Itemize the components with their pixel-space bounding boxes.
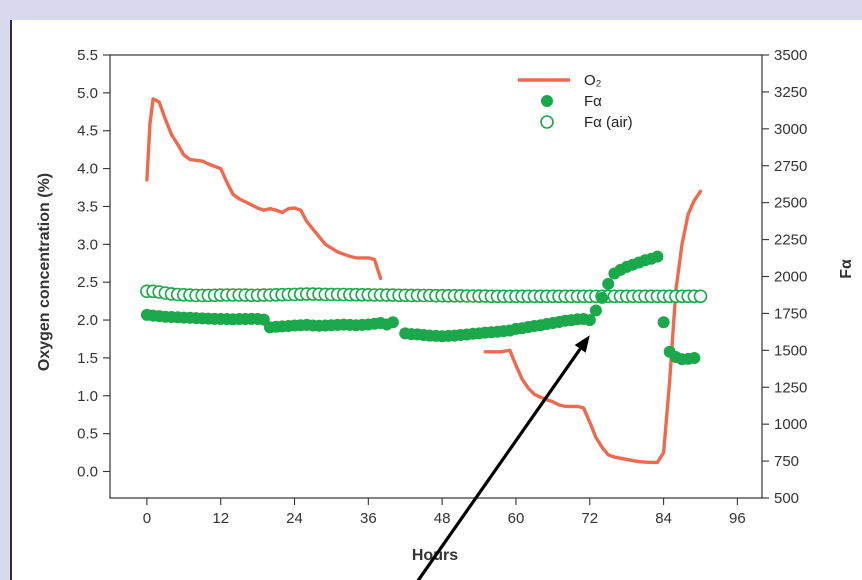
fa-point <box>657 316 670 329</box>
y2-tick-label: 1750 <box>774 305 807 322</box>
y-tick-label: 3.5 <box>77 198 98 215</box>
y-tick-label: 2.5 <box>77 274 98 291</box>
y-tick-label: 4.5 <box>77 123 98 140</box>
fa-series <box>140 250 701 366</box>
fa-point <box>589 304 602 317</box>
y2-tick-label: 1500 <box>774 342 807 359</box>
fa-point <box>596 291 609 304</box>
fa-point <box>386 316 399 329</box>
legend-label: Fα <box>584 93 602 110</box>
y-tick-label: 5.0 <box>77 85 98 102</box>
legend-label: O₂ <box>584 72 602 89</box>
y-axis-label: Oxygen concentration (%) <box>36 173 53 371</box>
y-tick-label: 3.0 <box>77 236 98 253</box>
fa-air-point <box>693 289 708 304</box>
o2-line-segment <box>483 189 703 465</box>
x-tick-label: 24 <box>286 510 303 527</box>
x-tick-label: 48 <box>434 510 451 527</box>
x-tick-label: 36 <box>360 510 377 527</box>
x-tick-label: 84 <box>655 510 672 527</box>
legend-fa-marker <box>541 95 553 107</box>
fa-point <box>602 277 615 290</box>
y-tick-label: 1.0 <box>77 388 98 405</box>
y2-tick-label: 2750 <box>774 158 807 175</box>
fa-point <box>583 314 596 327</box>
annotation-arrow-head <box>574 335 590 353</box>
fa-air-series <box>140 284 708 304</box>
y-tick-label: 0.5 <box>77 426 98 443</box>
y-tick-label: 2.0 <box>77 312 98 329</box>
legend-fa-air-marker <box>540 115 554 129</box>
fa-point <box>651 250 664 263</box>
y2-axis-label: Fα <box>838 259 855 279</box>
fa-point <box>688 352 701 364</box>
y-tick-label: 4.0 <box>77 161 98 178</box>
annotations <box>416 335 590 580</box>
legend-label: Fα (air) <box>584 114 633 131</box>
y2-tick-label: 3000 <box>774 121 807 138</box>
y2-tick-label: 1250 <box>774 379 807 396</box>
y2-tick-label: 3500 <box>774 47 807 64</box>
x-tick-label: 72 <box>581 510 598 527</box>
o2-series <box>145 97 703 465</box>
y2-tick-label: 1000 <box>774 416 807 433</box>
x-tick-label: 60 <box>508 510 525 527</box>
y2-tick-label: 2250 <box>774 232 807 249</box>
o2-line-segment <box>145 97 383 281</box>
y2-tick-label: 2500 <box>774 195 807 212</box>
axis-ticks: 0 12 24 36 48 60 72 84 96 0.0 0.5 1.0 1.5 2.0 2.5 3.0 3.… <box>77 47 807 527</box>
x-tick-label: 96 <box>729 510 746 527</box>
y2-tick-label: 500 <box>774 490 799 507</box>
y2-tick-label: 750 <box>774 453 799 470</box>
y2-tick-label: 2000 <box>774 269 807 286</box>
y-tick-label: 0.0 <box>77 463 98 480</box>
x-tick-label: 12 <box>212 510 229 527</box>
y-tick-label: 5.5 <box>77 47 98 64</box>
y2-tick-label: 3250 <box>774 84 807 101</box>
y-tick-label: 1.5 <box>77 350 98 367</box>
legend: O₂ Fα Fα (air) <box>518 72 633 131</box>
x-tick-label: 0 <box>143 510 151 527</box>
annotation-arrow-shaft <box>416 348 582 580</box>
